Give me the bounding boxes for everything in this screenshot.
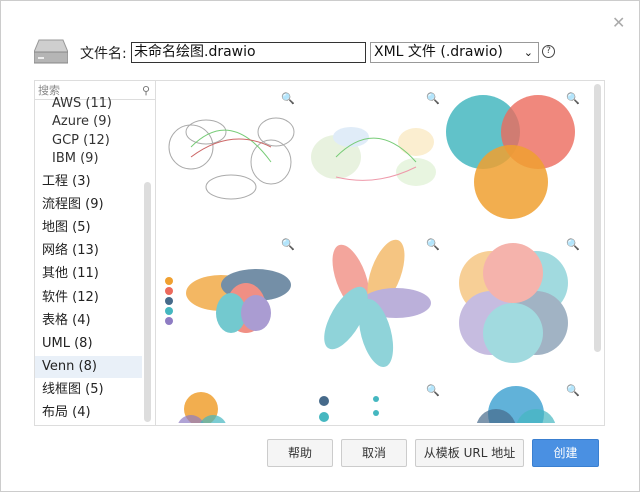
cancel-button[interactable]: 取消 xyxy=(341,439,407,467)
template-thumbnail[interactable]: 🔍 xyxy=(161,87,301,227)
zoom-icon[interactable]: 🔍 xyxy=(566,238,580,251)
zoom-icon[interactable]: 🔍 xyxy=(281,92,295,105)
sidebar-item[interactable]: UML (8) xyxy=(42,336,93,351)
create-button[interactable]: 创建 xyxy=(532,439,599,467)
help-button[interactable]: 帮助 xyxy=(267,439,333,467)
thumbnail-venn-list xyxy=(319,396,379,422)
template-thumbnail[interactable]: 🔍 xyxy=(161,233,301,373)
chevron-down-icon: ⌄ xyxy=(523,46,533,59)
zoom-icon[interactable]: 🔍 xyxy=(426,384,440,397)
zoom-icon[interactable]: 🔍 xyxy=(566,92,580,105)
thumbnail-venn-petal xyxy=(324,239,431,368)
template-thumbnail[interactable]: 🔍 xyxy=(306,233,446,373)
thumbnail-venn-3 xyxy=(446,95,575,219)
sidebar-item[interactable]: 软件 (12) xyxy=(42,290,99,305)
gallery-scrollbar[interactable] xyxy=(594,84,601,352)
template-thumbnail[interactable] xyxy=(161,379,301,423)
search-placeholder: 搜索 xyxy=(38,84,60,97)
sidebar-item[interactable]: 线框图 (5) xyxy=(42,382,104,397)
hard-drive-icon xyxy=(34,39,68,64)
thumbnail-network xyxy=(168,117,295,200)
thumbnail-venn-many xyxy=(459,243,568,363)
thumbnail-venn-partial xyxy=(178,392,226,423)
template-thumbnail[interactable]: 🔍 xyxy=(446,379,586,423)
filename-label: 文件名: xyxy=(80,46,127,62)
sidebar-item[interactable]: 网络 (13) xyxy=(42,243,99,258)
sidebar-scrollbar[interactable] xyxy=(144,182,151,422)
zoom-icon[interactable]: 🔍 xyxy=(281,238,295,251)
template-thumbnail[interactable]: 🔍 xyxy=(306,87,446,227)
sidebar-item[interactable]: 其他 (11) xyxy=(42,266,99,281)
template-gallery: 🔍 🔍 🔍 🔍 🔍 🔍 🔍 🔍 xyxy=(154,80,605,426)
template-thumbnail[interactable]: 🔍 xyxy=(446,233,586,373)
sidebar-item[interactable]: 工程 (3) xyxy=(42,174,91,189)
template-url-button[interactable]: 从模板 URL 地址 xyxy=(415,439,524,467)
zoom-icon[interactable]: 🔍 xyxy=(426,92,440,105)
sidebar-item[interactable]: 表格 (4) xyxy=(42,313,91,328)
sidebar-item[interactable]: 布局 (4) xyxy=(42,405,91,420)
category-sidebar: 搜索 ⚲ AWS (11) Azure (9) GCP (12) IBM (9) 工程 (… xyxy=(34,80,156,426)
template-thumbnail[interactable]: 🔍 xyxy=(306,379,446,423)
thumbnail-venn-blue xyxy=(476,386,556,423)
sidebar-item[interactable]: AWS (11) xyxy=(52,96,113,111)
sidebar-item[interactable]: Azure (9) xyxy=(52,114,112,129)
sidebar-item[interactable]: Venn (8) xyxy=(35,356,142,378)
search-input[interactable]: 搜索 ⚲ xyxy=(35,81,155,100)
filename-input[interactable]: 未命名绘图.drawio xyxy=(131,42,366,63)
search-icon[interactable]: ⚲ xyxy=(141,84,150,97)
zoom-icon[interactable]: 🔍 xyxy=(426,238,440,251)
format-select[interactable]: XML 文件 (.drawio) ⌄ xyxy=(370,42,539,63)
template-thumbnail[interactable]: 🔍 xyxy=(446,87,586,227)
close-icon[interactable]: ✕ xyxy=(612,13,626,32)
format-selected: XML 文件 (.drawio) xyxy=(374,44,503,60)
thumbnail-venn-5-ellipse xyxy=(165,269,291,333)
sidebar-item[interactable]: IBM (9) xyxy=(52,151,99,166)
sidebar-item[interactable]: 地图 (5) xyxy=(42,220,91,235)
zoom-icon[interactable]: 🔍 xyxy=(566,384,580,397)
sidebar-item[interactable]: GCP (12) xyxy=(52,133,110,148)
thumbnail-network-colored xyxy=(311,127,436,186)
sidebar-item[interactable]: 流程图 (9) xyxy=(42,197,104,212)
help-circle-icon[interactable]: ? xyxy=(542,45,555,58)
